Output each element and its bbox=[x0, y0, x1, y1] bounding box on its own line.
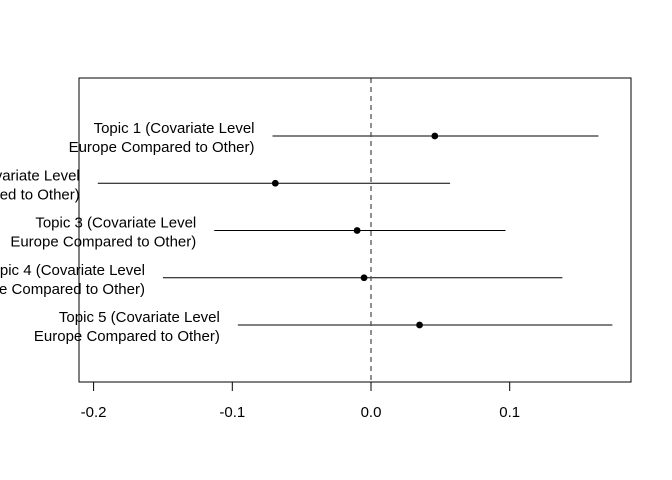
row-label-line1: Topic 3 (Covariate Level bbox=[35, 215, 196, 232]
point-estimate bbox=[416, 322, 423, 329]
x-tick-label: -0.1 bbox=[219, 404, 245, 421]
row-label-line1: Topic 4 (Covariate Level bbox=[0, 262, 145, 279]
row-label-line1: Topic 1 (Covariate Level bbox=[94, 120, 255, 137]
row-label-line2: Europe Compared to Other) bbox=[0, 186, 80, 203]
row-label-line2: Europe Compared to Other) bbox=[0, 281, 145, 298]
point-estimate bbox=[431, 133, 438, 140]
row-label-line2: Europe Compared to Other) bbox=[34, 328, 220, 345]
point-estimate bbox=[272, 180, 279, 187]
row-label-line2: Europe Compared to Other) bbox=[69, 139, 255, 156]
x-axis: -0.2 -0.1 0.0 0.1 bbox=[81, 382, 520, 421]
point-estimate bbox=[361, 274, 368, 281]
row-label-line1: Topic 2 (Covariate Level bbox=[0, 167, 80, 184]
row-label-line1: Topic 5 (Covariate Level bbox=[59, 309, 220, 326]
x-tick-label: 0.1 bbox=[499, 404, 520, 421]
x-tick-label: -0.2 bbox=[81, 404, 107, 421]
row-label-line2: Europe Compared to Other) bbox=[10, 234, 196, 251]
point-estimate bbox=[354, 227, 361, 234]
points-layer: Topic 1 (Covariate Level Europe Compared … bbox=[0, 120, 612, 345]
x-tick-label: 0.0 bbox=[361, 404, 382, 421]
